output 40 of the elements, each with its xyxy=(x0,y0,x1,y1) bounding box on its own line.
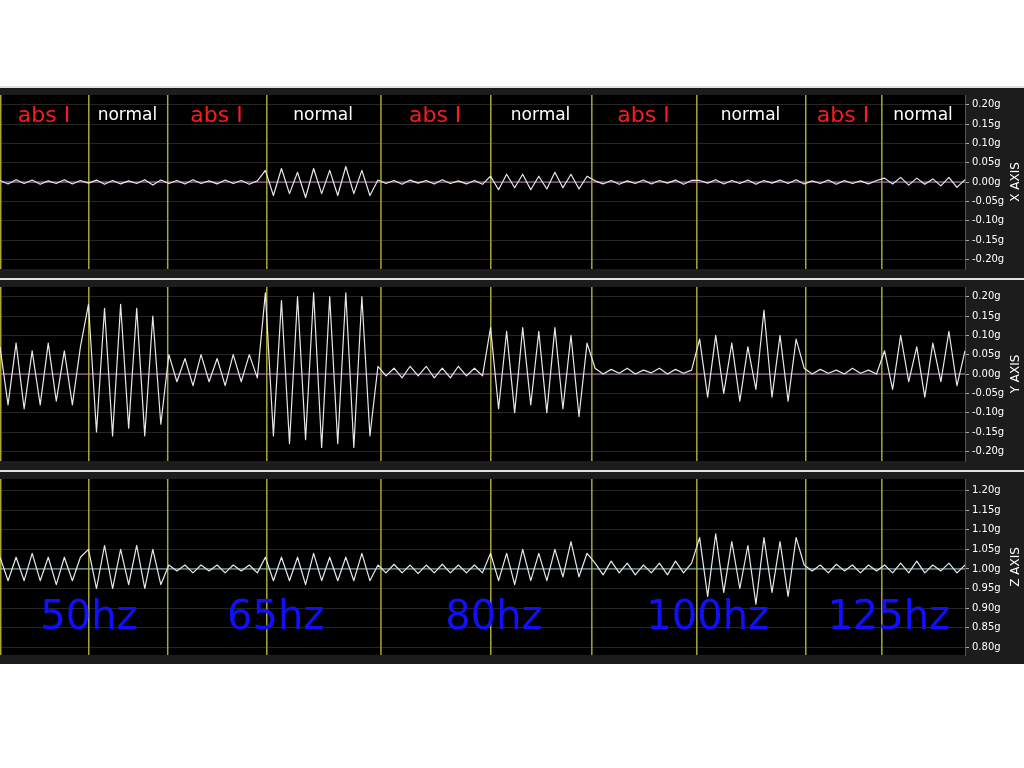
y-tick-label: 0.05g xyxy=(972,156,1001,168)
y-tick-label: -0.05g xyxy=(972,194,1005,206)
annotation: normal xyxy=(293,104,353,125)
annotation: normal xyxy=(893,104,953,125)
y-tick-label: -0.05g xyxy=(972,386,1005,398)
y-tick-label: -0.15g xyxy=(972,425,1005,437)
annotation: abs I xyxy=(190,101,243,127)
annotation: normal xyxy=(97,104,158,125)
y-tick-label: -0.15g xyxy=(972,233,1005,245)
y-tick-label: 1.05g xyxy=(972,542,1001,554)
annotation: abs I xyxy=(408,101,462,127)
y-tick-label: 0.15g xyxy=(972,117,1001,129)
y-tick-label: 0.00g xyxy=(972,175,1001,187)
y-tick-label: 0.00g xyxy=(972,367,1001,379)
y-tick-label: 1.10g xyxy=(972,523,1001,535)
y-axis-title: Z AXIS xyxy=(1008,547,1023,587)
annotation: abs I xyxy=(617,101,670,127)
annotation: normal xyxy=(510,104,571,125)
y-tick-label: 0.20g xyxy=(972,290,1001,302)
annotation: abs I xyxy=(816,101,870,127)
y-tick-label: -0.20g xyxy=(972,252,1005,264)
y-tick-label: 0.80g xyxy=(972,640,1001,652)
y-tick-label: 1.00g xyxy=(972,562,1001,574)
y-tick-label: 0.85g xyxy=(972,621,1001,633)
y-axis-title: Y AXIS xyxy=(1008,354,1023,395)
y-tick-label: -0.10g xyxy=(972,214,1005,226)
annotation: abs I xyxy=(17,101,71,127)
y-axis-title: X AXIS xyxy=(1008,162,1023,202)
y-tick-label: -0.20g xyxy=(972,444,1005,456)
y-tick-label: 0.10g xyxy=(972,328,1001,340)
y-tick-label: -0.10g xyxy=(972,406,1005,418)
y-tick-label: 0.05g xyxy=(972,348,1001,360)
y-tick-label: 1.20g xyxy=(972,484,1001,496)
annotation: normal xyxy=(720,104,781,125)
y-tick-label: 0.15g xyxy=(972,309,1001,321)
y-tick-label: 0.20g xyxy=(972,98,1001,110)
y-tick-label: 0.10g xyxy=(972,136,1001,148)
y-tick-label: 0.95g xyxy=(972,582,1001,594)
y-tick-label: 0.90g xyxy=(972,601,1001,613)
y-tick-label: 1.15g xyxy=(972,503,1001,515)
